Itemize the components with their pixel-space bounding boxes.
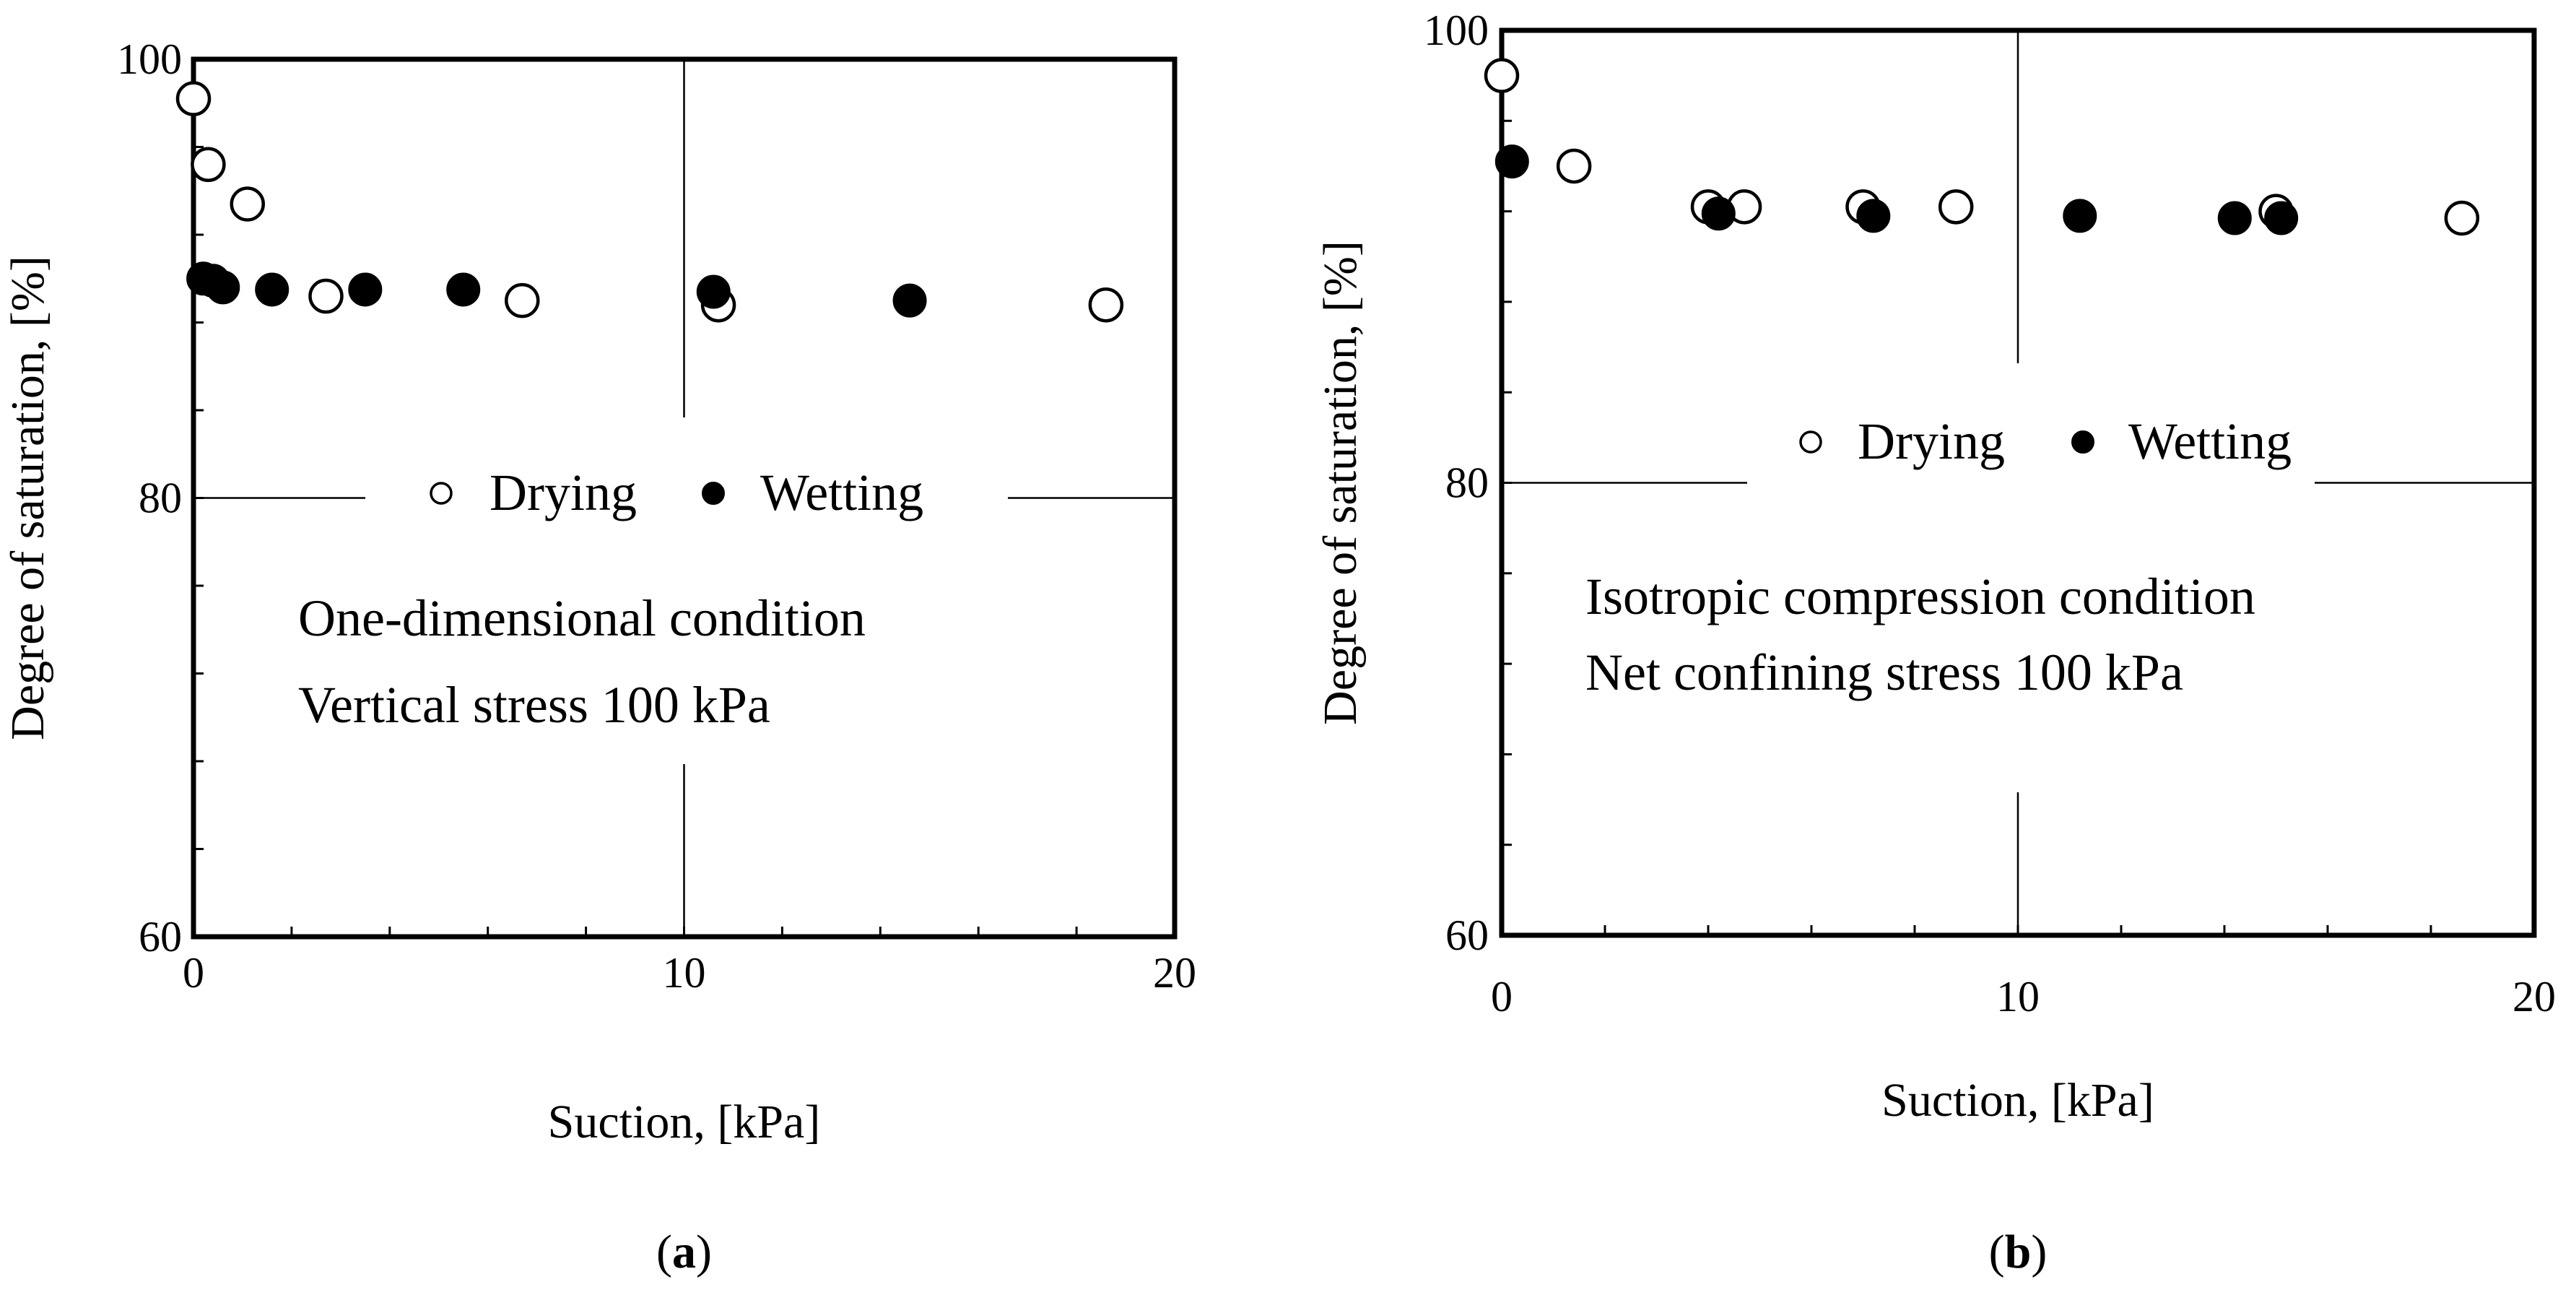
data-point-wetting bbox=[206, 270, 240, 305]
y-tick-label: 60 bbox=[1445, 911, 1489, 959]
data-point-wetting bbox=[255, 272, 290, 307]
y-tick-label: 100 bbox=[117, 35, 182, 83]
x-tick-label: 20 bbox=[1153, 949, 1196, 997]
data-point-wetting bbox=[2217, 201, 2252, 235]
y-tick-label: 100 bbox=[1424, 6, 1489, 54]
data-point-drying bbox=[308, 278, 344, 314]
legend-wetting-marker bbox=[702, 482, 725, 505]
legend-drying-label: Drying bbox=[1858, 412, 2005, 470]
panel-label: (a) bbox=[656, 1226, 712, 1278]
x-tick-label: 0 bbox=[183, 949, 204, 997]
x-tick-label: 0 bbox=[1491, 973, 1513, 1020]
annotation-condition: One-dimensional condition bbox=[298, 589, 866, 647]
data-point-drying bbox=[191, 147, 226, 183]
series-wetting bbox=[1494, 144, 2299, 235]
y-axis-label: Degree of saturation, [%] bbox=[1314, 240, 1367, 725]
data-point-drying bbox=[175, 81, 212, 116]
data-point-drying bbox=[1556, 148, 1592, 184]
x-tick-label: 10 bbox=[1996, 973, 2040, 1020]
legend: Drying Wetting bbox=[1799, 412, 2292, 470]
legend-drying-label: Drying bbox=[489, 464, 637, 521]
data-point-drying bbox=[1088, 287, 1124, 323]
chart-panel-a: 0 10 20 60 80 100 Suction, [kPa] Degree of satu… bbox=[1, 35, 1196, 1278]
x-axis-label: Suction, [kPa] bbox=[548, 1096, 821, 1148]
y-tick-label: 60 bbox=[139, 913, 182, 961]
data-point-wetting bbox=[696, 274, 731, 309]
y-tick-label: 80 bbox=[139, 474, 182, 522]
panel-label: (b) bbox=[1989, 1226, 2048, 1278]
data-point-wetting bbox=[348, 272, 383, 307]
data-point-wetting bbox=[1856, 199, 1891, 233]
data-point-drying bbox=[2444, 200, 2480, 236]
annotation-stress: Net confining stress 100 kPa bbox=[1585, 644, 2183, 701]
data-point-drying bbox=[1484, 58, 1520, 93]
legend-drying-marker bbox=[1799, 430, 1822, 454]
data-point-drying bbox=[505, 282, 540, 318]
annotation-condition: Isotropic compression condition bbox=[1585, 568, 2255, 625]
legend-drying-marker bbox=[430, 482, 453, 505]
data-point-wetting bbox=[892, 283, 927, 318]
legend: Drying Wetting bbox=[430, 464, 923, 521]
data-point-wetting bbox=[2063, 199, 2097, 233]
data-point-wetting bbox=[2264, 201, 2299, 235]
x-tick-label: 20 bbox=[2512, 973, 2556, 1020]
legend-wetting-label: Wetting bbox=[760, 464, 923, 521]
legend-wetting-marker bbox=[2071, 430, 2094, 454]
x-axis-label: Suction, [kPa] bbox=[1881, 1074, 2154, 1127]
data-point-wetting bbox=[446, 272, 481, 307]
data-point-drying bbox=[1938, 189, 1974, 225]
data-point-wetting bbox=[1494, 144, 1529, 179]
data-point-wetting bbox=[1701, 196, 1736, 231]
y-axis-label: Degree of saturation, [%] bbox=[1, 256, 54, 740]
legend-wetting-label: Wetting bbox=[2128, 412, 2292, 470]
chart-panel-b: 0 10 20 60 80 100 Suction, [kPa] Degree of satu… bbox=[1314, 6, 2556, 1278]
data-point-drying bbox=[230, 186, 265, 222]
x-tick-label: 10 bbox=[663, 949, 706, 997]
series-wetting bbox=[186, 261, 927, 318]
y-tick-label: 80 bbox=[1445, 459, 1489, 507]
annotation-stress: Vertical stress 100 kPa bbox=[298, 676, 770, 734]
